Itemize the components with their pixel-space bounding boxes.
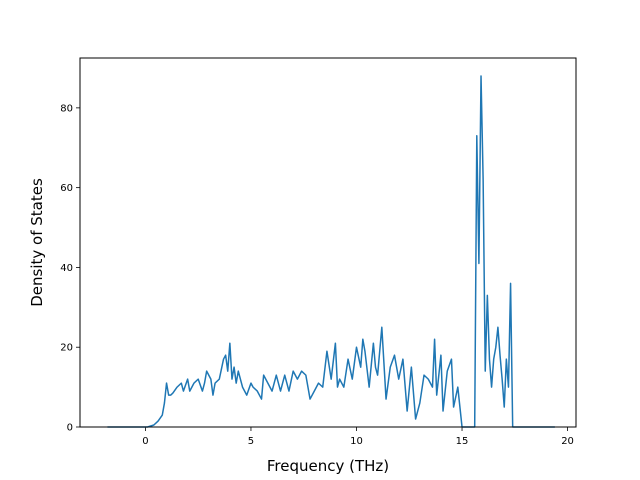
x-tick-label: 5 xyxy=(248,436,254,447)
y-tick-label: 40 xyxy=(60,263,73,274)
y-tick-label: 80 xyxy=(60,103,73,114)
dos-series-line xyxy=(107,75,555,428)
y-tick-label: 20 xyxy=(60,343,73,354)
x-tick-label: 15 xyxy=(456,436,469,447)
y-axis-label: Density of States xyxy=(28,178,46,307)
y-tick-label: 60 xyxy=(60,183,73,194)
x-tick-label: 20 xyxy=(561,436,574,447)
ticks-layer: 0 5 10 15 20 0 20 40 60 80 xyxy=(60,103,574,447)
x-tick-label: 0 xyxy=(142,436,148,447)
x-tick-label: 10 xyxy=(350,436,363,447)
plot-frame xyxy=(79,57,577,428)
line-layer xyxy=(107,75,555,428)
x-axis-label: Frequency (THz) xyxy=(267,457,389,475)
y-tick-label: 0 xyxy=(67,423,73,434)
